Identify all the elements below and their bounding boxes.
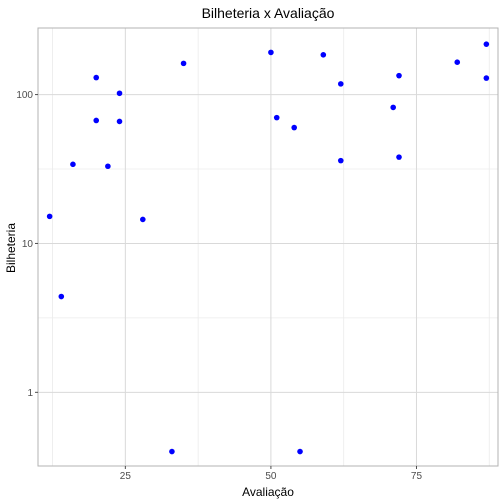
data-point <box>70 161 76 168</box>
data-point <box>396 72 402 79</box>
data-point <box>337 157 344 164</box>
data-point <box>116 90 123 97</box>
panel-border <box>37 27 499 467</box>
data-point <box>273 114 280 121</box>
x-tick-label: 50 <box>265 471 277 482</box>
data-point <box>396 154 402 160</box>
data-point <box>169 448 175 455</box>
data-point <box>390 104 396 111</box>
data-point <box>320 51 327 58</box>
data-point <box>454 59 461 65</box>
x-tick-label: 75 <box>411 471 423 482</box>
data-point <box>140 216 146 223</box>
x-axis-ticks: 25 50 75 <box>120 466 423 482</box>
data-point <box>297 448 303 455</box>
data-point <box>58 293 65 300</box>
data-point <box>291 124 298 131</box>
data-point <box>93 117 100 124</box>
y-tick-label: 1 <box>27 388 33 399</box>
data-point <box>116 118 123 125</box>
x-axis-title: Avaliação <box>242 485 294 499</box>
data-points <box>46 41 490 455</box>
y-tick-label: 100 <box>16 90 33 101</box>
y-axis-title: Bilheteria <box>4 223 18 273</box>
x-tick-label: 25 <box>120 471 132 482</box>
data-point <box>268 49 274 56</box>
grid-lines <box>38 28 498 466</box>
data-point <box>483 41 490 47</box>
data-point <box>93 74 100 81</box>
y-tick-label: 10 <box>22 239 34 250</box>
data-point <box>180 60 187 67</box>
chart-title: Bilheteria x Avaliação <box>202 5 335 21</box>
data-point <box>483 75 490 81</box>
y-axis-ticks: 1 10 100 <box>16 90 38 399</box>
data-point <box>337 81 344 87</box>
data-point <box>105 163 111 170</box>
data-point <box>46 213 53 220</box>
